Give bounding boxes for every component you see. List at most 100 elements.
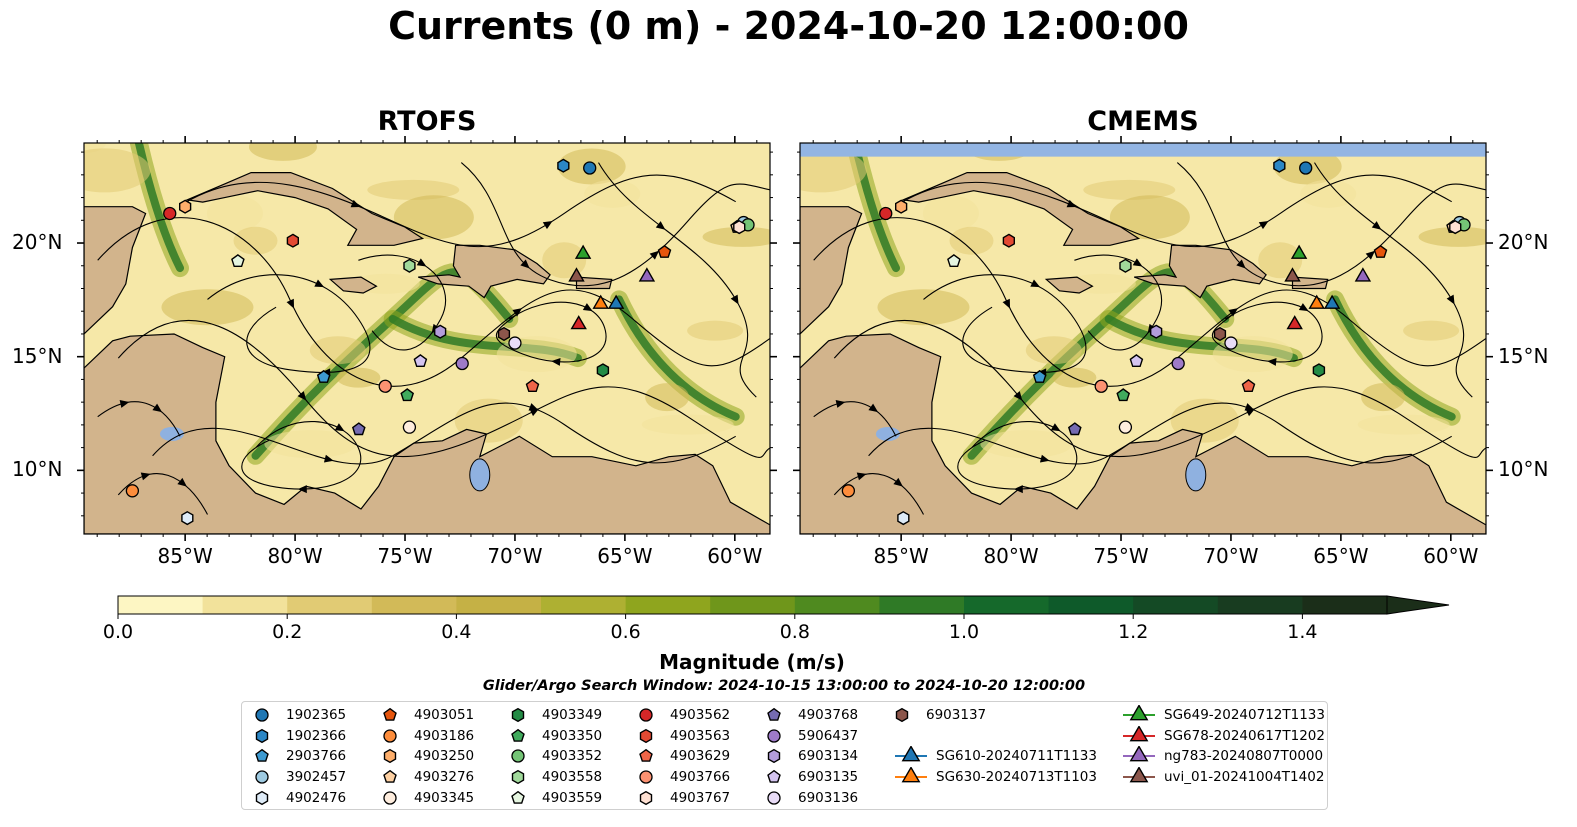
marker-6903136 bbox=[1224, 336, 1238, 350]
legend: 1902365 1902366 2903766 3902457 4902476 49030… bbox=[241, 701, 1328, 810]
streamline bbox=[868, 402, 1452, 465]
streamline bbox=[1074, 254, 1163, 351]
streamline bbox=[186, 174, 736, 248]
legend-label: 4903349 bbox=[542, 707, 603, 723]
colorbar-tick-label: 0.0 bbox=[102, 621, 134, 643]
marker-2903766 bbox=[316, 369, 331, 383]
moderate-current-patch bbox=[84, 148, 151, 193]
legend-label: 4903559 bbox=[542, 789, 603, 806]
legend-label: 4903250 bbox=[414, 748, 475, 765]
legend-item: 5906437 bbox=[766, 726, 886, 746]
map-panel-cmems bbox=[793, 136, 1493, 541]
legend-marker bbox=[639, 770, 653, 784]
land-mass bbox=[328, 276, 378, 294]
streamline-arrow bbox=[856, 472, 867, 481]
marker-6903137 bbox=[497, 326, 511, 342]
legend-item: 4903276 bbox=[382, 767, 502, 787]
streamline-arrow bbox=[1050, 423, 1061, 432]
moderate-current-patch bbox=[367, 179, 460, 200]
colorbar-segment bbox=[371, 596, 457, 614]
x-tick-label: 65°W bbox=[1313, 544, 1369, 568]
moderate-current-patch bbox=[309, 336, 366, 365]
legend-item: 4903559 bbox=[510, 788, 630, 808]
x-tick-label: 75°W bbox=[1093, 544, 1149, 568]
land-mass bbox=[84, 206, 147, 335]
streamline bbox=[1176, 162, 1486, 287]
moderate-current-patch bbox=[393, 195, 474, 240]
legend-marker bbox=[767, 791, 781, 805]
legend-label: 4903563 bbox=[670, 727, 731, 744]
x-tick-label: 80°W bbox=[983, 544, 1039, 568]
legend-marker bbox=[767, 707, 781, 721]
legend-label: 6903135 bbox=[798, 769, 859, 786]
marker-4903562 bbox=[879, 206, 893, 221]
streamline-arrow bbox=[1013, 485, 1023, 494]
moderate-current-patch bbox=[980, 430, 1073, 459]
colorbar-tick-label: 1.4 bbox=[1287, 621, 1318, 643]
legend-item: 4903629 bbox=[638, 746, 758, 766]
legend-marker bbox=[255, 728, 269, 743]
streamline-arrow bbox=[177, 477, 187, 487]
moderate-current-patch bbox=[233, 226, 278, 255]
search-window-text: Glider/Argo Search Window: 2024-10-15 13… bbox=[482, 678, 1086, 694]
land-mass bbox=[901, 172, 1141, 246]
streamline-arrow bbox=[1228, 308, 1239, 317]
marker-SG678-20240617T1202 bbox=[1286, 315, 1303, 330]
streamline-arrow bbox=[140, 472, 151, 481]
legend-marker bbox=[767, 769, 781, 783]
legend-item: 4903562 bbox=[638, 705, 758, 725]
colorbar-segment bbox=[794, 596, 880, 614]
legend-item: 4902476 bbox=[254, 788, 374, 808]
marker-4903558 bbox=[403, 258, 416, 273]
legend-item: 4903350 bbox=[510, 726, 630, 746]
legend-marker bbox=[255, 749, 269, 763]
moderate-current-patch bbox=[1357, 414, 1450, 435]
legend-marker bbox=[639, 790, 653, 805]
streamline-arrow bbox=[119, 400, 130, 408]
marker-1902366 bbox=[557, 158, 570, 173]
moderate-current-patch bbox=[1258, 242, 1303, 279]
legend-marker bbox=[383, 707, 397, 721]
marker-4903350 bbox=[1116, 388, 1131, 402]
marker-5906437 bbox=[1171, 356, 1185, 371]
legend-marker bbox=[511, 749, 525, 764]
streamline-arrow bbox=[730, 294, 739, 305]
legend-item: 6903137 bbox=[894, 705, 1014, 725]
y-tick-label: 20°N bbox=[12, 230, 63, 255]
marker-4903349 bbox=[1312, 363, 1326, 378]
streamline-arrow bbox=[1298, 303, 1309, 312]
marker-SG649-20240712T1133 bbox=[1290, 244, 1308, 259]
legend-item: ng783-20240807T0000 bbox=[1122, 746, 1332, 766]
x-tick-label: 65°W bbox=[597, 544, 653, 568]
lake-maracaibo bbox=[469, 458, 491, 492]
streamline-arrow bbox=[350, 199, 361, 208]
streamline-arrow bbox=[1371, 221, 1382, 230]
marker-4903559 bbox=[947, 254, 961, 267]
streamline-arrow bbox=[1030, 279, 1041, 288]
marker-4903562 bbox=[163, 206, 177, 221]
marker-4903768 bbox=[351, 422, 366, 436]
lake-nicaragua bbox=[875, 426, 900, 441]
streamline-arrow bbox=[868, 403, 879, 413]
marker-4903350 bbox=[400, 388, 415, 402]
marker-SG630-20240713T1103 bbox=[1308, 294, 1325, 309]
marker-4903250 bbox=[178, 199, 192, 214]
legend-label: 4903352 bbox=[542, 748, 603, 765]
legend-marker bbox=[511, 707, 525, 723]
streamline-arrow bbox=[314, 279, 325, 288]
marker-6903134 bbox=[1149, 324, 1163, 339]
legend-label: 1902366 bbox=[286, 727, 347, 744]
legend-marker bbox=[511, 769, 525, 785]
moderate-current-patch bbox=[800, 148, 867, 193]
marker-4903051 bbox=[657, 244, 672, 258]
map-panel-rtofs bbox=[77, 136, 777, 541]
colorbar-segment bbox=[1217, 596, 1303, 614]
y-tick-label: 15°N bbox=[1498, 343, 1549, 368]
legend-label: 4903562 bbox=[670, 707, 731, 723]
moderate-current-patch bbox=[1083, 179, 1176, 200]
streamline-arrow bbox=[1013, 391, 1023, 401]
marker-SG630-20240713T1103 bbox=[592, 294, 609, 309]
marker-4903563 bbox=[286, 233, 299, 248]
legend-label: 4903766 bbox=[670, 769, 731, 786]
legend-item: 4903345 bbox=[382, 788, 502, 808]
